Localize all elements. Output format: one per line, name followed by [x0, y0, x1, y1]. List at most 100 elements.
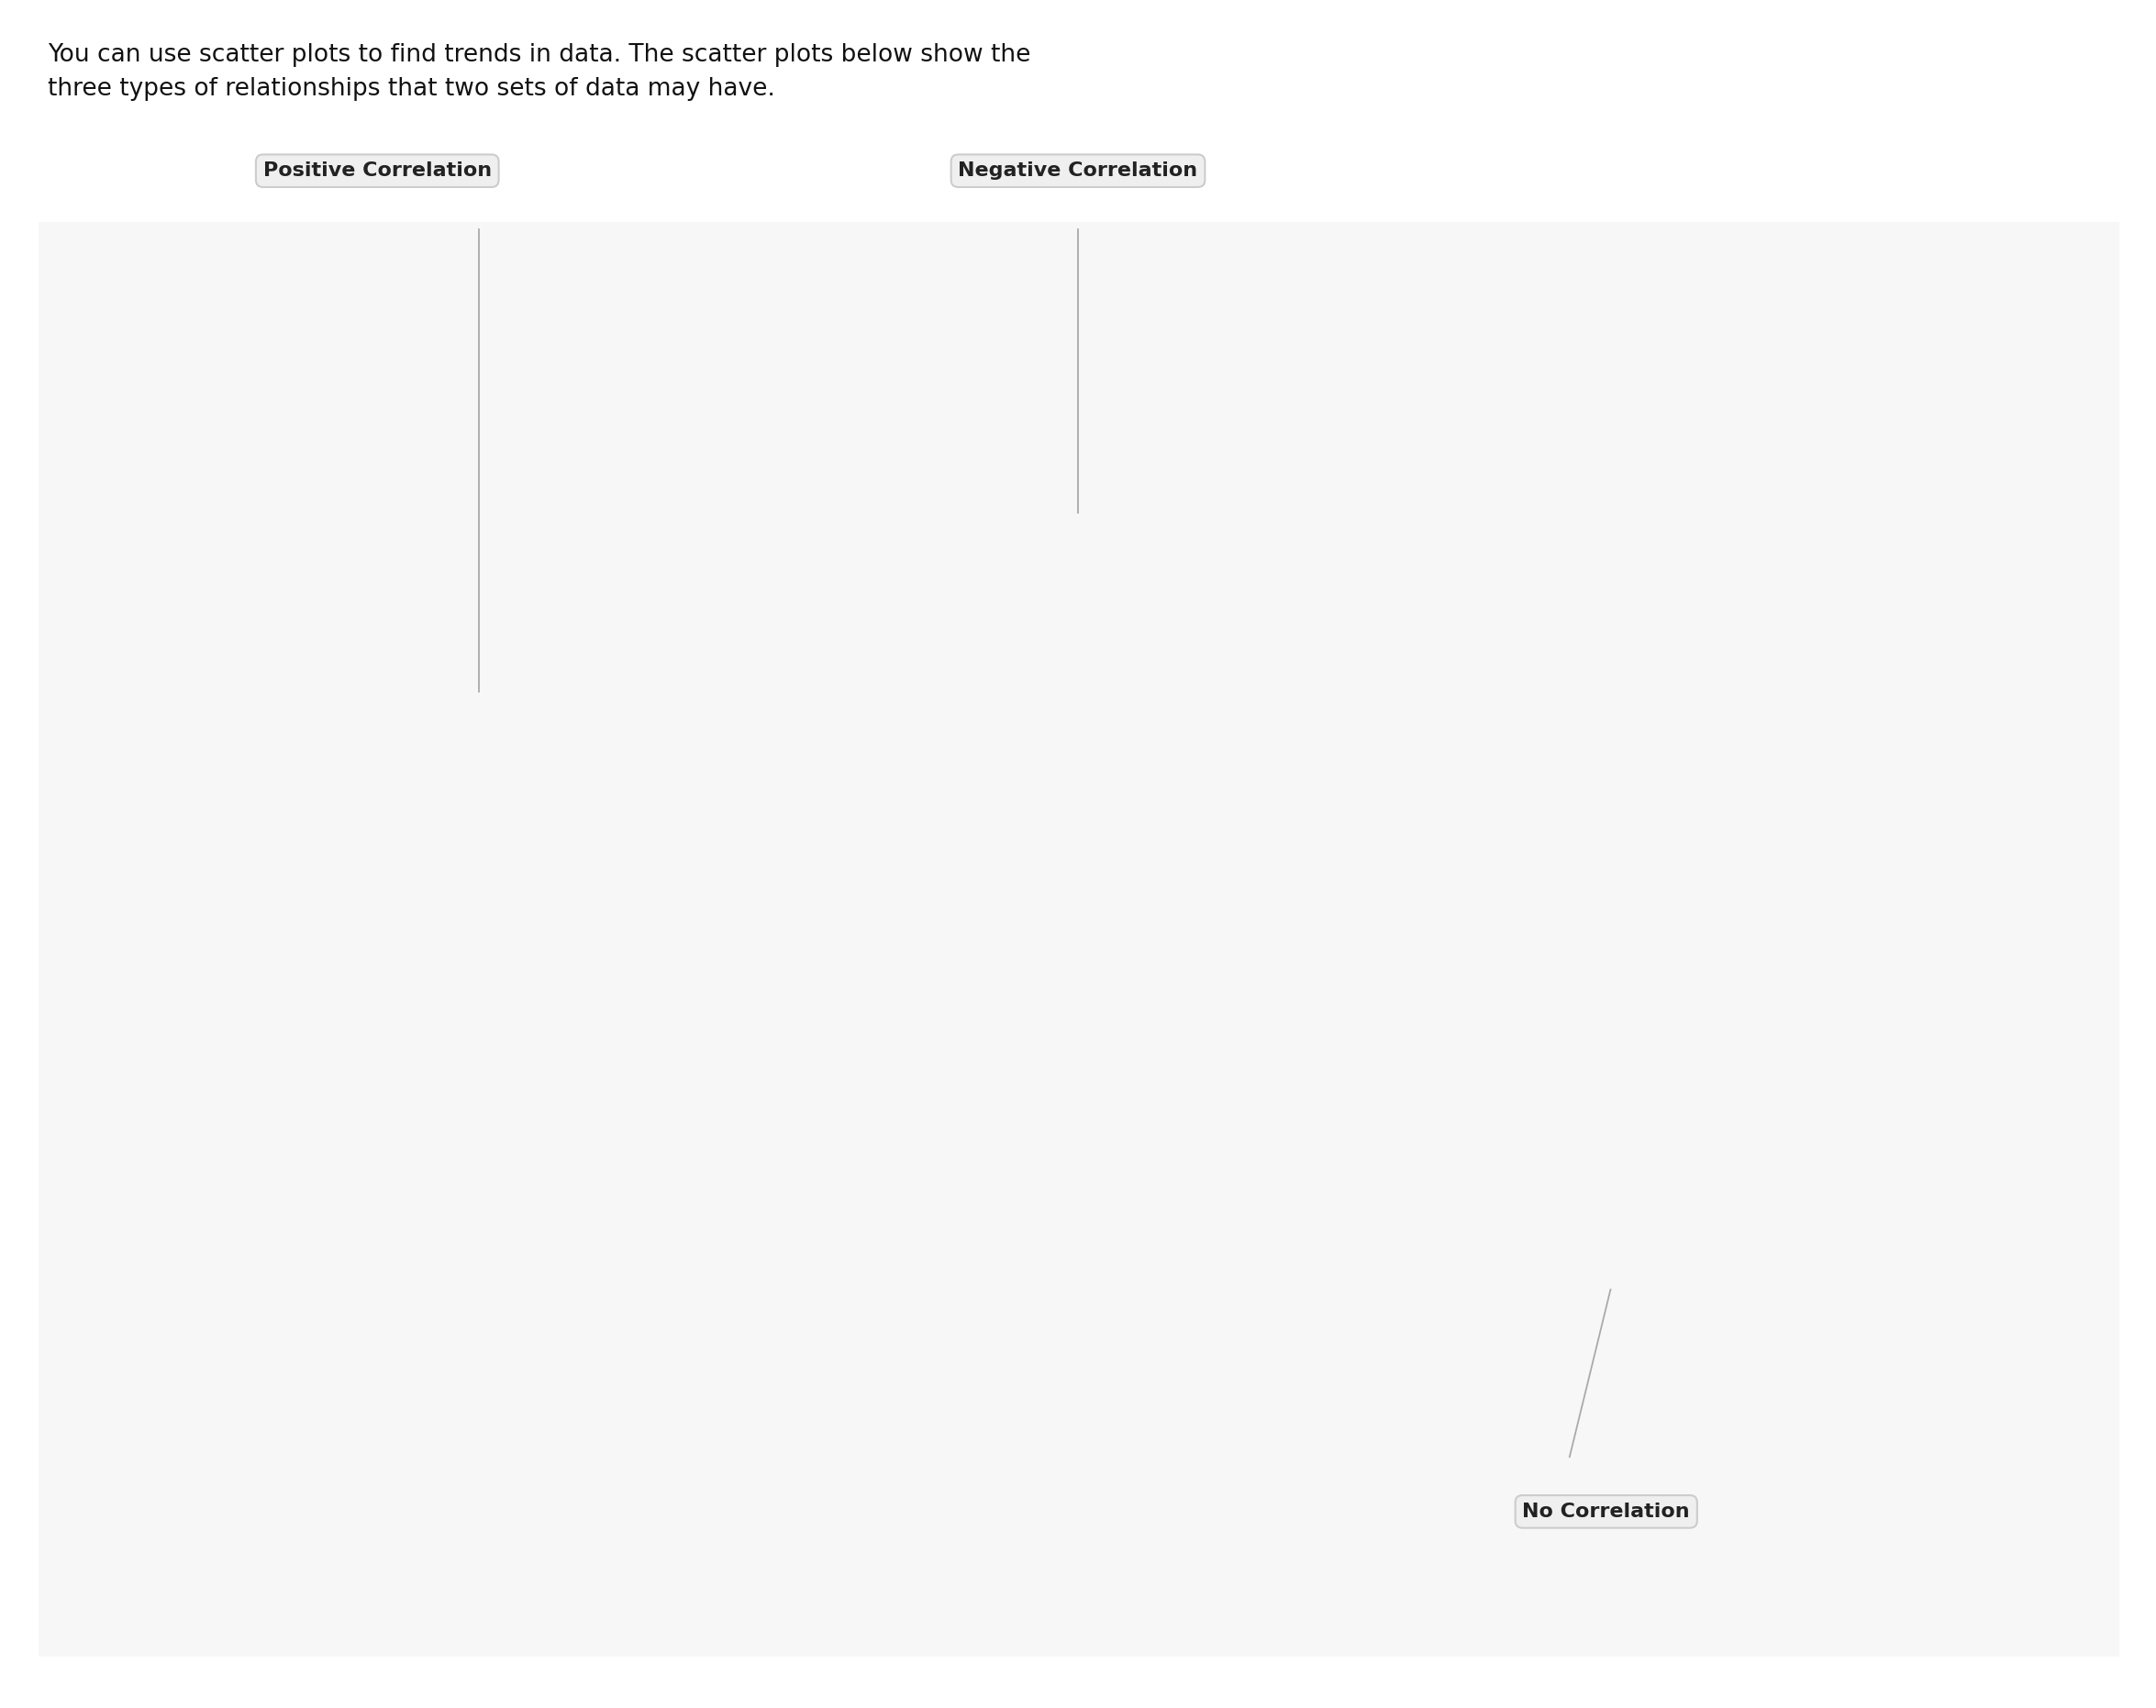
Circle shape — [1686, 1011, 1718, 1044]
Circle shape — [1664, 811, 1677, 825]
Circle shape — [1110, 974, 1145, 1008]
Circle shape — [423, 946, 455, 979]
Circle shape — [1947, 878, 1953, 885]
Circle shape — [908, 786, 912, 791]
Circle shape — [1125, 979, 1138, 992]
Circle shape — [302, 1076, 334, 1108]
Circle shape — [1647, 806, 1684, 840]
Circle shape — [1110, 974, 1151, 1015]
Circle shape — [300, 1076, 341, 1117]
Circle shape — [1943, 876, 1955, 890]
Circle shape — [1279, 1110, 1285, 1117]
Circle shape — [1927, 871, 1962, 905]
Circle shape — [970, 852, 1011, 893]
Circle shape — [349, 1021, 382, 1054]
Circle shape — [459, 909, 500, 950]
Circle shape — [386, 974, 418, 1006]
Circle shape — [1203, 1068, 1244, 1107]
Circle shape — [300, 1074, 336, 1110]
Circle shape — [1846, 984, 1878, 1016]
Circle shape — [1110, 974, 1143, 1006]
Text: No Correlation: No Correlation — [1522, 1503, 1690, 1520]
Circle shape — [405, 980, 410, 987]
Circle shape — [1177, 1028, 1181, 1033]
Circle shape — [1768, 861, 1805, 897]
Circle shape — [347, 1020, 382, 1054]
Circle shape — [589, 787, 630, 828]
Circle shape — [972, 854, 1005, 886]
Circle shape — [1871, 816, 1912, 857]
Circle shape — [520, 866, 535, 880]
Circle shape — [925, 815, 959, 851]
Circle shape — [925, 816, 966, 857]
Circle shape — [925, 816, 957, 849]
Circle shape — [1033, 895, 1046, 909]
Circle shape — [1259, 1105, 1291, 1138]
Circle shape — [1705, 1018, 1712, 1023]
Circle shape — [1274, 1108, 1287, 1122]
Circle shape — [1701, 1015, 1714, 1028]
Circle shape — [1815, 909, 1856, 950]
Circle shape — [1815, 909, 1850, 943]
Circle shape — [940, 820, 953, 834]
Circle shape — [886, 777, 923, 813]
Circle shape — [507, 863, 539, 895]
Circle shape — [1686, 1009, 1720, 1045]
Circle shape — [1770, 863, 1802, 895]
Text: You can use scatter plots to find trends in data. The scatter plots below show t: You can use scatter plots to find trends… — [47, 43, 1031, 101]
Circle shape — [985, 857, 998, 871]
Circle shape — [1729, 941, 1742, 955]
Circle shape — [1830, 914, 1843, 926]
Text: x: x — [2001, 1172, 2018, 1202]
Circle shape — [459, 909, 494, 943]
Text: Negative Correlation: Negative Correlation — [957, 162, 1199, 179]
Circle shape — [321, 1083, 326, 1088]
Circle shape — [1063, 936, 1104, 977]
Circle shape — [438, 950, 451, 963]
Circle shape — [399, 979, 414, 992]
Circle shape — [1576, 816, 1608, 849]
Circle shape — [990, 861, 996, 866]
Text: y: y — [1494, 687, 1511, 716]
Text: y: y — [826, 687, 843, 716]
Circle shape — [1871, 815, 1906, 851]
Circle shape — [1858, 987, 1871, 1001]
Circle shape — [474, 914, 487, 926]
Circle shape — [1156, 1020, 1192, 1054]
Circle shape — [1259, 1103, 1300, 1144]
Circle shape — [1669, 813, 1673, 820]
Circle shape — [479, 915, 485, 922]
Circle shape — [1686, 1011, 1727, 1052]
Circle shape — [1843, 982, 1878, 1018]
Circle shape — [1768, 863, 1809, 904]
Circle shape — [1733, 945, 1740, 950]
Circle shape — [384, 974, 420, 1008]
Circle shape — [1649, 806, 1682, 840]
Circle shape — [1927, 873, 1960, 905]
Circle shape — [1574, 815, 1608, 851]
Circle shape — [552, 825, 593, 866]
Circle shape — [1714, 936, 1749, 970]
Circle shape — [1818, 909, 1850, 941]
Circle shape — [1927, 871, 1968, 912]
Circle shape — [459, 909, 492, 941]
Circle shape — [604, 793, 617, 806]
Circle shape — [384, 974, 425, 1015]
Circle shape — [1593, 823, 1600, 828]
Circle shape — [1018, 890, 1059, 931]
Circle shape — [1203, 1068, 1238, 1100]
Circle shape — [552, 825, 586, 859]
Circle shape — [1018, 890, 1052, 924]
Circle shape — [901, 782, 916, 796]
Text: Positive Correlation: Positive Correlation — [263, 162, 492, 179]
Circle shape — [552, 825, 586, 857]
Circle shape — [367, 1028, 373, 1033]
Text: y: y — [147, 687, 164, 716]
Circle shape — [254, 1095, 295, 1136]
Circle shape — [1843, 984, 1884, 1025]
Circle shape — [442, 953, 446, 958]
Circle shape — [1714, 938, 1746, 970]
Circle shape — [420, 945, 457, 980]
Circle shape — [505, 863, 545, 904]
Circle shape — [1574, 816, 1615, 857]
